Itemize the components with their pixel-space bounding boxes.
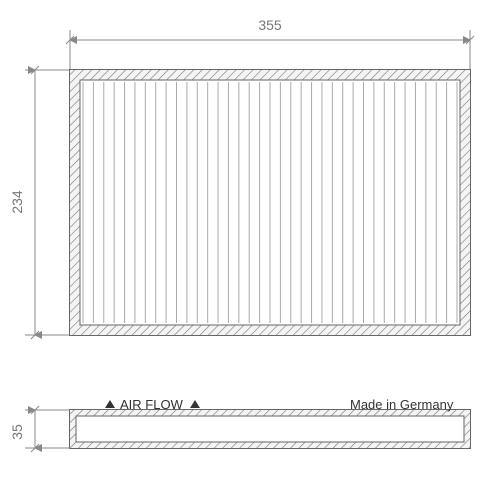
dimension-width-value: 355 xyxy=(258,17,282,33)
origin-label: Made in Germany xyxy=(350,397,454,412)
dimension-height: 234 xyxy=(9,66,70,339)
dimension-height-value: 234 xyxy=(9,190,25,214)
dimension-thickness: 35 xyxy=(9,406,70,452)
filter-top-view xyxy=(70,70,470,335)
filter-side-view: AIR FLOW Made in Germany xyxy=(70,397,470,448)
dimension-thickness-value: 35 xyxy=(9,424,25,440)
airflow-label: AIR FLOW xyxy=(120,397,184,412)
dimension-width: 355 xyxy=(66,17,474,70)
technical-drawing: 355 234 AIR FLOW Made in Germany xyxy=(0,0,500,500)
